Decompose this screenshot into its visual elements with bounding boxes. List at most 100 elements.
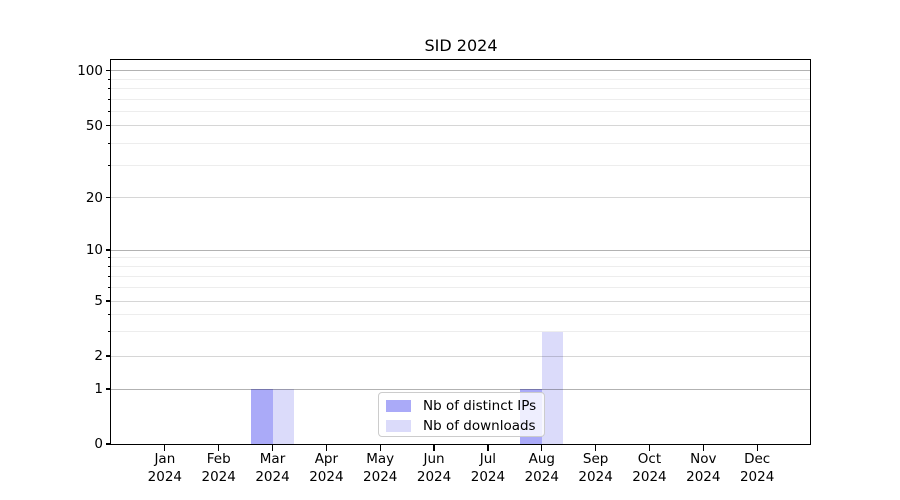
x-tick-label-line: Aug <box>528 451 555 467</box>
x-tick-label-line: Jul <box>479 451 497 467</box>
y-minor-tick-9 <box>108 257 111 259</box>
y-minor-tick-8 <box>108 265 111 267</box>
y-minor-tick-90 <box>108 78 111 80</box>
gridline-major-1 <box>111 388 810 390</box>
x-tick-label-line: 2024 <box>309 468 344 485</box>
x-tick-label-nov-2024: Nov 2024 <box>673 451 733 486</box>
x-tick-label-line: 2024 <box>201 468 236 485</box>
x-tick-label-oct-2024: Oct 2024 <box>619 451 679 486</box>
y-tick-label-2: 2 <box>94 348 103 364</box>
x-tick-label-line: 2024 <box>632 468 667 485</box>
x-tick-label-line: Sep <box>582 451 609 467</box>
plot-area <box>111 60 810 444</box>
x-tick-label-feb-2024: Feb 2024 <box>189 451 249 486</box>
gridline-minor-80 <box>111 87 810 89</box>
x-tick-label-line: 2024 <box>147 468 183 485</box>
legend-label-downloads: Nb of downloads <box>423 417 536 434</box>
x-tick-label-line: Feb <box>206 451 231 467</box>
x-tick-aug-2024 <box>541 445 543 451</box>
x-tick-label-line: Jan <box>154 451 176 467</box>
x-tick-mar-2024 <box>271 445 274 451</box>
y-tick-0 <box>105 443 111 445</box>
x-tick-jul-2024 <box>487 445 489 451</box>
x-tick-label-line: Mar <box>259 451 286 467</box>
bar-nb-of-distinct-ips-mar-2024 <box>251 389 273 444</box>
gridline-minor-70 <box>111 98 810 100</box>
x-tick-label-sep-2024: Sep 2024 <box>566 451 626 486</box>
x-tick-label-line: Apr <box>314 451 339 467</box>
chart-title: SID 2024 <box>424 36 498 55</box>
y-tick-label-50: 50 <box>85 117 103 134</box>
y-minor-tick-60 <box>108 110 111 112</box>
x-tick-label-line: 2024 <box>470 468 506 485</box>
x-tick-label-line: 2024 <box>255 468 290 485</box>
legend-entry-distinct-ips: Nb of distinct IPs <box>386 397 537 416</box>
x-tick-oct-2024 <box>648 445 651 451</box>
x-tick-label-may-2024: May 2024 <box>350 451 410 486</box>
x-tick-sep-2024 <box>595 445 597 451</box>
gridline-major-100 <box>111 70 810 72</box>
gridline-minor-7 <box>111 275 810 277</box>
gridline-minor-30 <box>111 165 810 167</box>
x-tick-nov-2024 <box>702 445 704 451</box>
y-tick-label-20: 20 <box>85 189 103 206</box>
x-tick-label-jul-2024: Jul 2024 <box>458 451 518 486</box>
bar-nb-of-downloads-aug-2024 <box>541 331 564 444</box>
gridline-minor-90 <box>111 78 810 80</box>
gridline-minor-8 <box>111 265 810 267</box>
x-tick-label-line: 2024 <box>739 468 775 485</box>
y-minor-tick-30 <box>108 165 111 167</box>
y-tick-10 <box>105 249 111 251</box>
x-tick-label-line: Nov <box>690 451 717 467</box>
y-minor-tick-3 <box>108 331 111 333</box>
y-tick-label-5: 5 <box>94 293 103 309</box>
y-tick-2 <box>105 355 111 357</box>
gridline-minor-3 <box>111 331 810 333</box>
y-tick-100 <box>105 70 111 72</box>
x-tick-jun-2024 <box>433 445 435 451</box>
x-tick-label-mar-2024: Mar 2024 <box>243 451 303 486</box>
x-tick-apr-2024 <box>325 445 327 451</box>
y-minor-tick-6 <box>108 287 111 289</box>
x-tick-label-line: 2024 <box>363 468 398 485</box>
legend-swatch-distinct-ips-icon <box>386 400 411 412</box>
y-minor-tick-80 <box>108 87 111 89</box>
x-tick-label-line: Oct <box>637 451 662 467</box>
y-tick-label-0: 0 <box>94 436 103 452</box>
gridline-minor-6 <box>111 287 810 289</box>
gridline-minor-4 <box>111 313 810 315</box>
x-tick-may-2024 <box>379 445 381 451</box>
y-minor-tick-70 <box>108 98 111 100</box>
x-tick-feb-2024 <box>218 445 220 451</box>
gridline-major-5 <box>111 300 810 302</box>
x-tick-jan-2024 <box>164 445 166 451</box>
gridline-minor-40 <box>111 142 810 144</box>
x-tick-label-line: May <box>366 451 395 467</box>
y-tick-label-1: 1 <box>94 381 103 397</box>
x-tick-label-jun-2024: Jun 2024 <box>404 451 464 486</box>
y-tick-5 <box>105 300 111 302</box>
x-tick-label-line: Jun <box>423 451 445 467</box>
y-tick-50 <box>105 125 111 127</box>
y-tick-20 <box>105 197 111 199</box>
x-tick-label-apr-2024: Apr 2024 <box>296 451 356 486</box>
legend-entry-downloads: Nb of downloads <box>386 416 537 435</box>
x-tick-label-line: 2024 <box>578 468 613 485</box>
x-tick-label-line: 2024 <box>416 468 452 485</box>
gridline-minor-9 <box>111 257 810 259</box>
gridline-minor-60 <box>111 110 810 112</box>
bar-nb-of-downloads-mar-2024 <box>272 389 295 444</box>
y-minor-tick-7 <box>108 275 111 277</box>
x-tick-label-aug-2024: Aug 2024 <box>512 451 572 486</box>
x-tick-label-line: 2024 <box>524 468 559 485</box>
y-tick-label-10: 10 <box>85 242 103 258</box>
x-tick-label-line: 2024 <box>686 468 721 485</box>
legend-label-distinct-ips: Nb of distinct IPs <box>423 398 537 414</box>
y-tick-label-100: 100 <box>77 62 103 79</box>
y-minor-tick-4 <box>108 313 111 315</box>
gridline-major-50 <box>111 125 810 127</box>
gridline-major-20 <box>111 197 810 199</box>
y-minor-tick-40 <box>108 142 111 144</box>
gridline-major-2 <box>111 355 810 357</box>
